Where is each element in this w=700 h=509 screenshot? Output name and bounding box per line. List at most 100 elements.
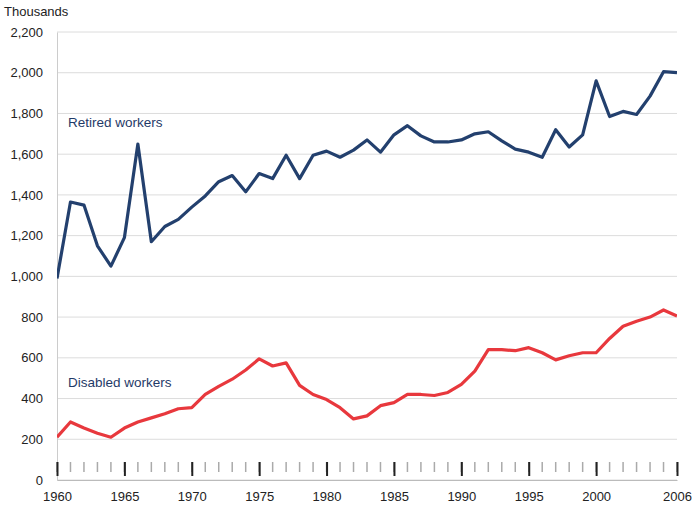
x-tick-label: 2000 bbox=[582, 489, 611, 504]
y-tick-label: 2,000 bbox=[10, 65, 43, 80]
x-minor-tick bbox=[488, 462, 490, 472]
x-minor-tick bbox=[434, 462, 436, 472]
x-minor-tick bbox=[164, 462, 166, 472]
x-minor-tick bbox=[285, 462, 287, 472]
x-tick-mark bbox=[191, 462, 193, 476]
chart: 0 200 400 600 800 1,000 1,200 1,400 1,600 1,800 2,… bbox=[0, 0, 700, 509]
grid-line bbox=[57, 439, 677, 440]
x-minor-ticks bbox=[57, 462, 677, 472]
x-tick: 1995 bbox=[515, 462, 544, 504]
series-label: Retired workers bbox=[68, 115, 163, 130]
x-tick-mark bbox=[259, 462, 261, 476]
x-minor-tick bbox=[407, 462, 409, 472]
plot: 0 200 400 600 800 1,000 1,200 1,400 1,600 1,800 2,… bbox=[10, 25, 692, 505]
x-minor-tick bbox=[622, 462, 624, 472]
x-minor-tick bbox=[70, 462, 72, 472]
x-minor-tick bbox=[420, 462, 422, 472]
y-tick: 200 bbox=[21, 432, 57, 447]
x-tick-label: 1990 bbox=[447, 489, 476, 504]
x-minor-tick bbox=[137, 462, 139, 472]
series-line bbox=[57, 72, 677, 279]
y-axis-title: Thousands bbox=[4, 4, 69, 19]
y-tick-label: 800 bbox=[21, 310, 43, 325]
y-tick: 1,600 bbox=[10, 147, 57, 162]
y-tick-label: 400 bbox=[21, 391, 43, 406]
y-tick-label: 1,200 bbox=[10, 228, 43, 243]
x-minor-tick bbox=[582, 462, 584, 472]
series-labels: Retired workers Disabled workers bbox=[68, 115, 172, 390]
x-minor-tick bbox=[555, 462, 557, 472]
x-tick: 1975 bbox=[245, 462, 274, 504]
grid-line bbox=[57, 480, 677, 481]
x-minor-tick bbox=[515, 462, 517, 472]
x-minor-tick bbox=[178, 462, 180, 472]
y-axis: 0 200 400 600 800 1,000 1,200 1,400 1,600 1,800 2,… bbox=[10, 25, 57, 488]
x-minor-tick bbox=[151, 462, 153, 472]
x-minor-tick bbox=[541, 462, 543, 472]
y-tick: 2,000 bbox=[10, 65, 57, 80]
series-line bbox=[57, 310, 677, 437]
y-tick: 0 bbox=[36, 473, 57, 488]
x-minor-tick bbox=[231, 462, 233, 472]
x-minor-tick bbox=[299, 462, 301, 472]
x-tick-label: 1980 bbox=[313, 489, 342, 504]
y-tick: 1,800 bbox=[10, 106, 57, 121]
x-tick: 1970 bbox=[178, 462, 207, 504]
x-minor-tick bbox=[272, 462, 274, 472]
x-minor-tick bbox=[568, 462, 570, 472]
x-tick-label: 1975 bbox=[245, 489, 274, 504]
x-tick-mark bbox=[461, 462, 463, 476]
grid-line bbox=[57, 154, 677, 155]
grid-line bbox=[57, 72, 677, 73]
grid-line bbox=[57, 357, 677, 358]
y-tick-label: 2,200 bbox=[10, 25, 43, 40]
x-tick: 1965 bbox=[110, 462, 139, 504]
y-tick-label: 1,000 bbox=[10, 269, 43, 284]
x-minor-tick bbox=[353, 462, 355, 472]
x-tick-mark bbox=[528, 462, 530, 476]
grid-line bbox=[57, 317, 677, 318]
y-tick: 1,400 bbox=[10, 188, 57, 203]
x-minor-tick bbox=[339, 462, 341, 472]
grid-line bbox=[57, 32, 677, 33]
x-tick-label: 1965 bbox=[110, 489, 139, 504]
x-tick-mark bbox=[677, 462, 679, 476]
x-minor-tick bbox=[205, 462, 207, 472]
x-minor-tick bbox=[97, 462, 99, 472]
y-tick: 1,200 bbox=[10, 228, 57, 243]
x-tick: 2006 bbox=[663, 462, 692, 504]
y-tick: 2,200 bbox=[10, 25, 57, 40]
x-minor-tick bbox=[474, 462, 476, 472]
series-label: Disabled workers bbox=[68, 375, 172, 390]
y-tick-label: 1,400 bbox=[10, 188, 43, 203]
x-minor-tick bbox=[609, 462, 611, 472]
y-tick: 600 bbox=[21, 350, 57, 365]
x-minor-tick bbox=[663, 462, 665, 472]
x-minor-tick bbox=[110, 462, 112, 472]
x-minor-tick bbox=[245, 462, 247, 472]
x-tick-mark bbox=[124, 462, 126, 476]
x-tick-mark bbox=[326, 462, 328, 476]
grid-line bbox=[57, 276, 677, 277]
y-tick-label: 1,800 bbox=[10, 106, 43, 121]
x-tick-mark bbox=[596, 462, 598, 476]
y-tick: 1,000 bbox=[10, 269, 57, 284]
x-tick: 1980 bbox=[313, 462, 342, 504]
x-tick-label: 2006 bbox=[663, 489, 692, 504]
x-minor-tick bbox=[636, 462, 638, 472]
x-tick-label: 1995 bbox=[515, 489, 544, 504]
y-tick: 400 bbox=[21, 391, 57, 406]
x-axis: 1960 1965 1970 1975 1980 1985 1990 1995 2000 2006 bbox=[43, 462, 692, 504]
y-axis-line bbox=[57, 33, 58, 481]
x-minor-tick bbox=[83, 462, 85, 472]
x-tick: 1985 bbox=[380, 462, 409, 504]
x-tick: 2000 bbox=[582, 462, 611, 504]
x-axis-line bbox=[58, 480, 678, 481]
y-tick-label: 200 bbox=[21, 432, 43, 447]
x-minor-tick bbox=[501, 462, 503, 472]
x-tick: 1960 bbox=[43, 462, 72, 504]
y-tick-label: 0 bbox=[36, 473, 43, 488]
x-minor-tick bbox=[447, 462, 449, 472]
x-tick-label: 1960 bbox=[43, 489, 72, 504]
y-tick-label: 600 bbox=[21, 350, 43, 365]
